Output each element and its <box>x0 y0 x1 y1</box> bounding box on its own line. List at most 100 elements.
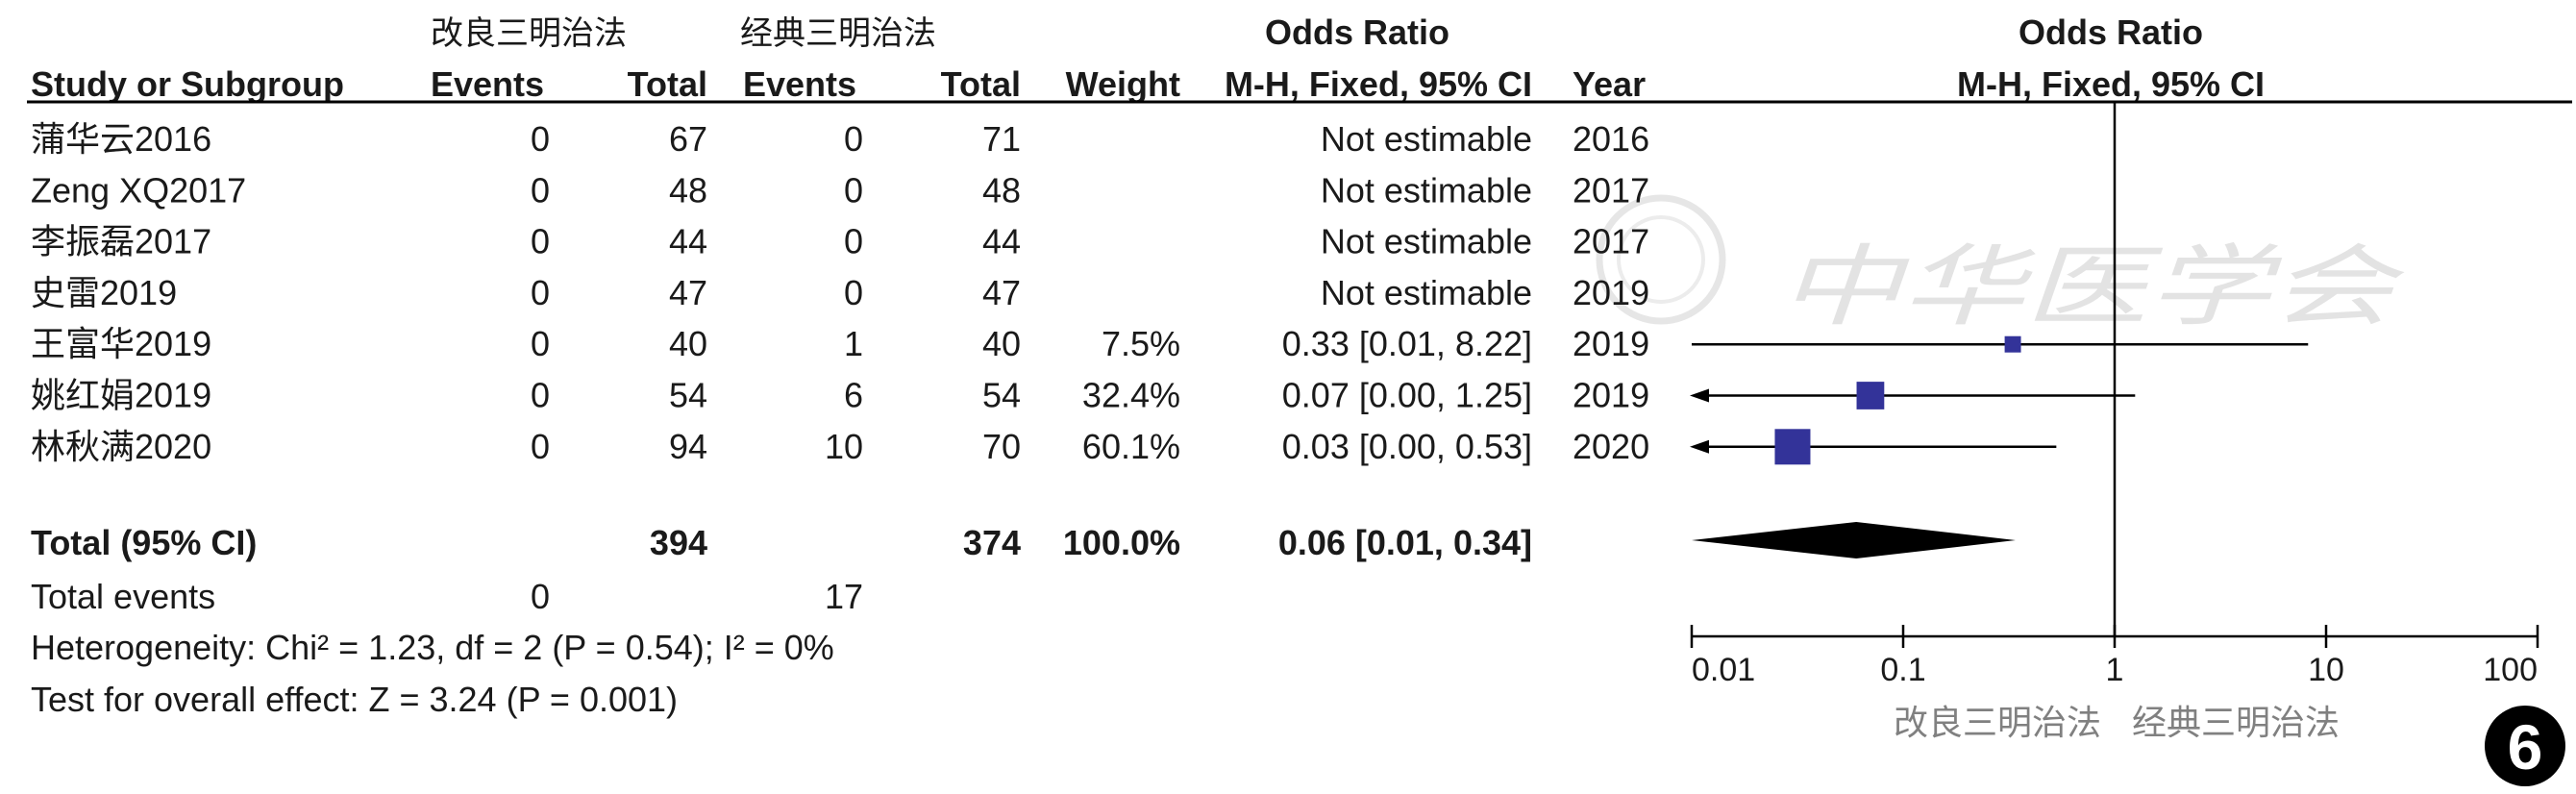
watermark: 中华医学会 <box>1596 194 2405 338</box>
cell-events-a: 0 <box>531 376 550 415</box>
cell-weight: 32.4% <box>1082 376 1180 415</box>
odds-ratio-plot-header: Odds Ratio <box>2019 12 2203 52</box>
total-a: 394 <box>650 523 707 562</box>
cell-total-b: 44 <box>982 222 1021 261</box>
events-a-header: Events <box>431 64 544 104</box>
ci-arrow <box>1690 439 1709 454</box>
total-weight: 100.0% <box>1063 523 1180 562</box>
odds-ratio-header: Odds Ratio <box>1265 12 1449 52</box>
weight-header: Weight <box>1066 64 1180 104</box>
cell-year: 2016 <box>1573 119 1649 159</box>
ci-arrow <box>1690 388 1709 403</box>
study-column-header: Study or Subgroup <box>31 64 344 104</box>
favours-left-label: 改良三明治法 <box>1894 703 2101 742</box>
cell-weight: 7.5% <box>1102 324 1180 363</box>
cell-events-b: 0 <box>844 273 863 312</box>
year-header: Year <box>1573 64 1646 104</box>
cell-year: 2017 <box>1573 222 1649 261</box>
total-a-header: Total <box>628 64 707 104</box>
cell-total-b: 48 <box>982 170 1021 210</box>
cell-study: 林秋满2020 <box>31 427 211 466</box>
group-a-header: 改良三明治法 <box>431 15 627 52</box>
cell-events-a: 0 <box>531 324 550 363</box>
cell-events-a: 0 <box>531 273 550 312</box>
cell-ci-text: Not estimable <box>1321 222 1532 261</box>
cell-total-b: 54 <box>982 376 1021 415</box>
cell-year: 2017 <box>1573 170 1649 210</box>
method-plot-header: M-H, Fixed, 95% CI <box>1957 64 2265 104</box>
study-row: 姚红娟2019 0 54 6 54 32.4% 0.07 [0.00, 1.25] 2019 <box>31 376 1649 415</box>
figure-badge: 6 <box>2485 706 2565 786</box>
total-events-row: Total events 0 17 <box>31 577 863 616</box>
x-tick-label: 100 <box>2483 652 2538 688</box>
cell-year: 2020 <box>1573 427 1649 466</box>
cell-ci-text: Not estimable <box>1321 119 1532 159</box>
cell-events-b: 0 <box>844 222 863 261</box>
overall-effect-text: Test for overall effect: Z = 3.24 (P = 0… <box>31 680 678 719</box>
plot-area: 0.01 0.1 1 10 100 <box>1690 102 2539 688</box>
cell-study: 史雷2019 <box>31 273 177 312</box>
x-tick-label: 0.01 <box>1692 652 1755 688</box>
method-header: M-H, Fixed, 95% CI <box>1225 64 1532 104</box>
study-marker <box>1856 382 1885 409</box>
cell-total-b: 71 <box>982 119 1021 159</box>
cell-total-b: 47 <box>982 273 1021 312</box>
group-b-header: 经典三明治法 <box>740 15 936 52</box>
cell-ci-text: Not estimable <box>1321 273 1532 312</box>
cell-study: 蒲华云2016 <box>31 119 211 159</box>
study-row: 蒲华云2016 0 67 0 71 Not estimable 2016 <box>31 119 1649 159</box>
cell-study: Zeng XQ2017 <box>31 170 246 210</box>
cell-study: 姚红娟2019 <box>31 376 211 415</box>
study-row: 史雷2019 0 47 0 47 Not estimable 2019 <box>31 273 1649 312</box>
study-marker <box>2004 335 2021 353</box>
total-b-header: Total <box>941 64 1021 104</box>
cell-total-a: 44 <box>669 222 707 261</box>
cell-total-a: 67 <box>669 119 707 159</box>
watermark-text: 中华医学会 <box>1778 236 2405 338</box>
cell-events-a: 0 <box>531 427 550 466</box>
cell-events-b: 0 <box>844 119 863 159</box>
cell-total-a: 48 <box>669 170 707 210</box>
cell-events-a: 0 <box>531 222 550 261</box>
cell-events-b: 0 <box>844 170 863 210</box>
cell-total-a: 40 <box>669 324 707 363</box>
total-ci: 0.06 [0.01, 0.34] <box>1278 523 1532 562</box>
figure-badge-circle <box>2485 706 2565 786</box>
cell-total-a: 47 <box>669 273 707 312</box>
study-row: Zeng XQ2017 0 48 0 48 Not estimable 2017 <box>31 170 1649 210</box>
cell-year: 2019 <box>1573 324 1649 363</box>
cell-events-b: 10 <box>825 427 863 466</box>
cell-weight: 60.1% <box>1082 427 1180 466</box>
overall-diamond <box>1692 522 2016 558</box>
cell-ci-text: 0.07 [0.00, 1.25] <box>1282 376 1532 415</box>
x-tick-label: 10 <box>2308 652 2344 688</box>
events-b-header: Events <box>743 64 856 104</box>
total-events-label: Total events <box>31 577 215 616</box>
study-row: 林秋满2020 0 94 10 70 60.1% 0.03 [0.00, 0.53] 2020 <box>31 427 1649 466</box>
cell-study: 李振磊2017 <box>31 222 211 261</box>
cell-events-a: 0 <box>531 119 550 159</box>
total-events-b: 17 <box>825 577 863 616</box>
figure-number: 6 <box>2508 711 2543 782</box>
cell-total-a: 54 <box>669 376 707 415</box>
cell-study: 王富华2019 <box>31 324 211 363</box>
total-events-a: 0 <box>531 577 550 616</box>
total-row: Total (95% CI) 394 374 100.0% 0.06 [0.01… <box>31 523 1532 562</box>
cell-total-b: 70 <box>982 427 1021 466</box>
study-marker <box>1774 429 1811 465</box>
favours-right-label: 经典三明治法 <box>2132 703 2340 742</box>
cell-year: 2019 <box>1573 376 1649 415</box>
cell-events-b: 6 <box>844 376 863 415</box>
x-tick-label: 1 <box>2106 652 2124 688</box>
cell-events-a: 0 <box>531 170 550 210</box>
study-row: 王富华2019 0 40 1 40 7.5% 0.33 [0.01, 8.22] 2019 <box>31 324 1649 363</box>
total-label: Total (95% CI) <box>31 523 257 562</box>
cell-events-b: 1 <box>844 324 863 363</box>
cell-total-a: 94 <box>669 427 707 466</box>
heterogeneity-text: Heterogeneity: Chi² = 1.23, df = 2 (P = … <box>31 628 834 667</box>
cell-ci-text: Not estimable <box>1321 170 1532 210</box>
study-row: 李振磊2017 0 44 0 44 Not estimable 2017 <box>31 222 1649 261</box>
cell-ci-text: 0.03 [0.00, 0.53] <box>1282 427 1532 466</box>
